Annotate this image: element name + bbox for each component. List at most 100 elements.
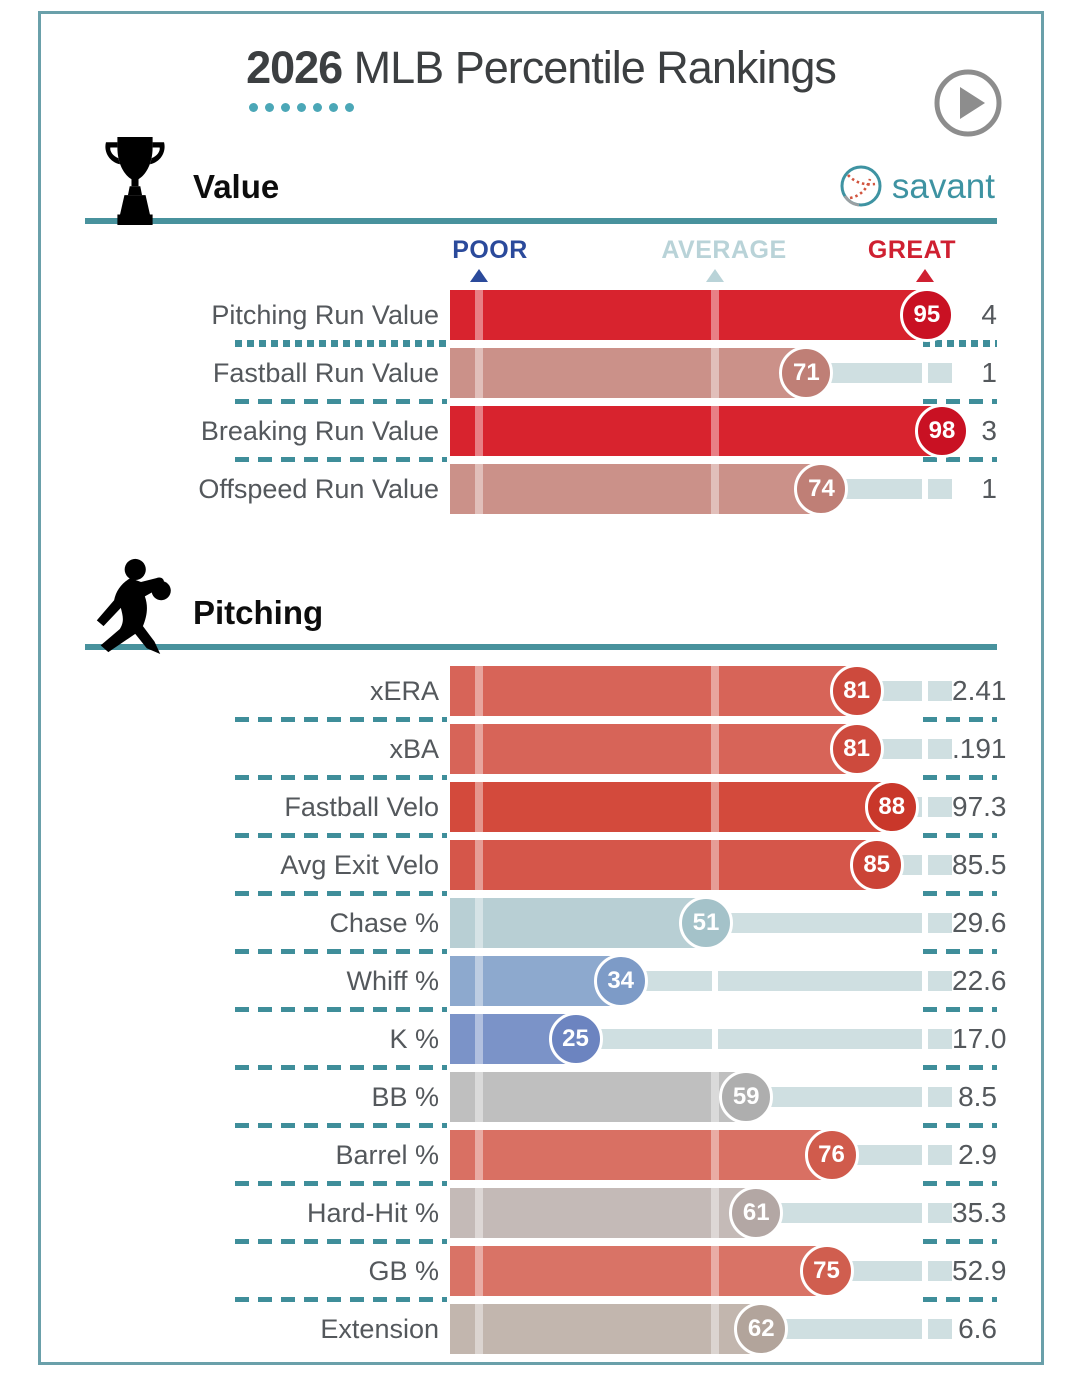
stat-row: Extension 62 6.6 bbox=[85, 1302, 997, 1362]
legend-great-label: GREAT bbox=[867, 236, 957, 264]
percentile-badge[interactable]: 74 bbox=[794, 462, 849, 516]
percentile-bar[interactable]: 71 bbox=[450, 346, 952, 400]
stat-value: 4 bbox=[981, 299, 997, 330]
percentile-bar[interactable]: 76 bbox=[450, 1128, 952, 1182]
percentile-bar[interactable]: 95 bbox=[450, 288, 954, 342]
pitching-section-title: Pitching bbox=[193, 594, 324, 631]
percentile-badge[interactable]: 76 bbox=[804, 1128, 859, 1182]
row-separator-right bbox=[923, 891, 997, 896]
trophy-icon bbox=[91, 133, 179, 234]
percentile-bar[interactable]: 85 bbox=[450, 838, 952, 892]
percentile-fill bbox=[450, 1246, 827, 1296]
row-separator-right bbox=[923, 340, 997, 347]
stat-value: 22.6 bbox=[952, 965, 1007, 996]
percentile-badge[interactable]: 88 bbox=[864, 780, 919, 834]
stat-value: 2.9 bbox=[958, 1139, 997, 1170]
legend-average-marker bbox=[706, 269, 724, 282]
stat-label: Fastball Velo bbox=[284, 792, 439, 822]
savant-brand[interactable]: savant bbox=[839, 164, 995, 208]
row-separator-left bbox=[235, 1181, 447, 1186]
stat-value: 3 bbox=[981, 415, 997, 446]
percentile-number: 59 bbox=[732, 1083, 760, 1110]
percentile-badge[interactable]: 95 bbox=[899, 288, 954, 342]
percentile-fill bbox=[450, 348, 807, 398]
percentile-number: 75 bbox=[813, 1257, 840, 1284]
stat-label: Barrel % bbox=[335, 1140, 439, 1170]
percentile-bar[interactable]: 51 bbox=[450, 896, 952, 950]
row-separator-right bbox=[923, 399, 997, 404]
row-separator-left bbox=[235, 399, 447, 404]
play-button[interactable] bbox=[933, 68, 1003, 138]
percentile-badge[interactable]: 98 bbox=[914, 404, 969, 458]
stat-value: .191 bbox=[952, 733, 1007, 764]
header: 2026 MLB Percentile Rankings bbox=[41, 42, 1041, 137]
percentile-bar[interactable]: 75 bbox=[450, 1244, 952, 1298]
stat-row: Breaking Run Value 98 3 bbox=[85, 404, 997, 464]
percentile-fill bbox=[450, 898, 707, 948]
percentile-badge[interactable]: 85 bbox=[849, 838, 904, 892]
percentile-bar[interactable]: 81 bbox=[450, 722, 952, 776]
percentile-bar[interactable]: 88 bbox=[450, 780, 952, 834]
percentile-number: 25 bbox=[562, 1025, 589, 1052]
row-separator-right bbox=[923, 775, 997, 780]
percentile-bar[interactable]: 62 bbox=[450, 1302, 952, 1356]
percentile-badge[interactable]: 25 bbox=[548, 1012, 603, 1066]
percentile-badge[interactable]: 81 bbox=[829, 664, 884, 718]
stat-row: Fastball Run Value 71 1 bbox=[85, 346, 997, 406]
stat-row: Fastball Velo 88 97.3 bbox=[85, 780, 1007, 840]
stat-label: GB % bbox=[368, 1256, 439, 1286]
stat-value: 52.9 bbox=[952, 1255, 1007, 1286]
percentile-bar[interactable]: 25 bbox=[450, 1012, 952, 1066]
percentile-bar[interactable]: 74 bbox=[450, 462, 952, 516]
percentile-fill bbox=[450, 1188, 757, 1238]
stat-row: xERA 81 2.41 bbox=[85, 664, 1007, 724]
percentile-fill bbox=[450, 666, 857, 716]
percentile-bar[interactable]: 34 bbox=[450, 954, 952, 1008]
percentile-badge[interactable]: 34 bbox=[593, 954, 648, 1008]
percentile-badge[interactable]: 81 bbox=[829, 722, 884, 776]
percentile-badge[interactable]: 59 bbox=[719, 1070, 774, 1124]
legend-average-label: AVERAGE bbox=[661, 236, 787, 264]
percentile-number: 34 bbox=[607, 967, 635, 994]
row-separator-left bbox=[235, 1123, 447, 1128]
row-separator-right bbox=[923, 949, 997, 954]
value-rows: Pitching Run Value 95 4 Fastball Run Val… bbox=[41, 288, 1041, 522]
percentile-bar[interactable]: 59 bbox=[450, 1070, 952, 1124]
percentile-fill bbox=[450, 464, 822, 514]
stat-value: 35.3 bbox=[952, 1197, 1007, 1228]
row-separator-right bbox=[923, 457, 997, 462]
percentile-badge[interactable]: 61 bbox=[729, 1186, 784, 1240]
scale-legend: POOR AVERAGE GREAT bbox=[85, 236, 997, 282]
row-separator-left bbox=[235, 340, 447, 347]
stat-label: Breaking Run Value bbox=[200, 416, 439, 446]
row-separator-left bbox=[235, 1297, 447, 1302]
percentile-fill bbox=[450, 840, 877, 890]
stat-label: Pitching Run Value bbox=[211, 300, 439, 330]
percentile-number: 76 bbox=[818, 1141, 845, 1168]
row-separator-right bbox=[923, 833, 997, 838]
percentile-badge[interactable]: 75 bbox=[799, 1244, 854, 1298]
stat-row: K % 25 17.0 bbox=[85, 1012, 1007, 1072]
row-separator-right bbox=[923, 1297, 997, 1302]
stat-label: Offspeed Run Value bbox=[198, 474, 439, 504]
percentile-badge[interactable]: 62 bbox=[734, 1302, 789, 1356]
percentile-bar[interactable]: 61 bbox=[450, 1186, 952, 1240]
section-pitching: Pitching xERA 81 2.41 xBA bbox=[41, 522, 1041, 1362]
brand-name: savant bbox=[891, 166, 995, 206]
percentile-bar[interactable]: 98 bbox=[450, 404, 969, 458]
percentile-badge[interactable]: 71 bbox=[779, 346, 834, 400]
percentile-bar[interactable]: 81 bbox=[450, 664, 952, 718]
title-text: MLB Percentile Rankings bbox=[342, 42, 837, 93]
percentile-badge[interactable]: 51 bbox=[679, 896, 734, 950]
stat-label: Avg Exit Velo bbox=[280, 850, 439, 880]
pitching-rows: xERA 81 2.41 xBA 81 bbox=[41, 664, 1041, 1362]
percentile-number: 98 bbox=[928, 417, 956, 444]
percentile-number: 51 bbox=[692, 909, 720, 936]
legend-poor-marker bbox=[470, 269, 488, 282]
percentile-number: 88 bbox=[878, 793, 906, 820]
row-separator-left bbox=[235, 949, 447, 954]
title-year: 2026 bbox=[246, 42, 343, 93]
stat-value: 1 bbox=[981, 357, 997, 388]
stat-row: Whiff % 34 22.6 bbox=[85, 954, 1007, 1014]
